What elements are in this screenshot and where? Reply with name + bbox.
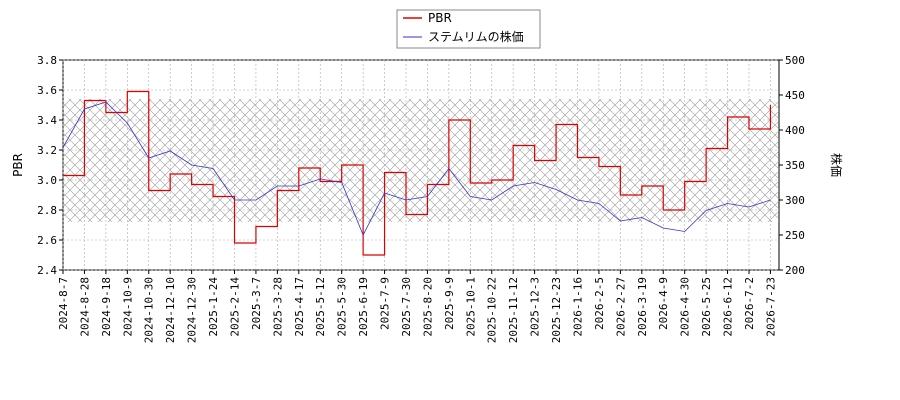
legend-label-pbr: PBR (428, 11, 452, 25)
legend-box (396, 9, 541, 49)
y-right-axis-title: 株価 (829, 153, 844, 177)
x-tick-label: 2025-2-14 (228, 277, 241, 337)
y-left-tick-label: 2.4 (37, 264, 57, 277)
x-tick-label: 2024-9-18 (100, 277, 113, 337)
x-tick-label: 2026-5-25 (700, 277, 713, 337)
legend: PBR ステムリムの株価 (396, 9, 541, 49)
x-tick-label: 2025-7-30 (400, 277, 413, 337)
x-tick-label: 2025-10-1 (464, 277, 477, 337)
y-left-tick-label: 3.2 (37, 144, 57, 157)
y-left-tick-label: 3.8 (37, 54, 57, 67)
x-tick-label: 2025-10-22 (486, 277, 499, 343)
x-tick-label: 2025-12-3 (529, 277, 542, 337)
x-tick-label: 2026-2-27 (614, 277, 627, 337)
y-right-tick-label: 250 (785, 229, 805, 242)
x-tick-label: 2024-12-30 (186, 277, 199, 343)
y-left-tick-label: 2.6 (37, 234, 57, 247)
x-tick-label: 2025-7-9 (379, 277, 392, 330)
x-tick-label: 2026-3-19 (636, 277, 649, 337)
y-left-axis-title: PBR (11, 153, 25, 177)
series-line-pbr (63, 90, 772, 256)
x-tick-label: 2024-8-7 (57, 277, 70, 330)
x-tick-label: 2024-12-10 (164, 277, 177, 343)
x-tick-label: 2026-7-23 (764, 277, 777, 337)
x-tick-label: 2026-1-16 (571, 277, 584, 337)
x-tick-label: 2025-9-9 (443, 277, 456, 330)
x-tick-label: 2025-5-12 (314, 277, 327, 337)
y-right-tick-label: 350 (785, 159, 805, 172)
x-tick-label: 2025-3-28 (271, 277, 284, 337)
x-tick-label: 2025-12-23 (550, 277, 563, 343)
y-right-tick-label: 200 (785, 264, 805, 277)
series-layer (63, 90, 772, 256)
x-tick-label: 2025-4-17 (293, 277, 306, 337)
x-tick-label: 2025-5-30 (336, 277, 349, 337)
x-tick-label: 2026-6-12 (722, 277, 735, 337)
x-tick-label: 2024-10-9 (121, 277, 134, 337)
x-tick-label: 2025-1-24 (207, 277, 220, 337)
y-left-tick-label: 3.4 (37, 114, 57, 127)
hatched-band (63, 99, 779, 222)
x-tick-label: 2024-10-30 (143, 277, 156, 343)
y-right-tick-label: 500 (785, 54, 805, 67)
x-tick-label: 2024-8-28 (78, 277, 91, 337)
x-tick-label: 2026-7-2 (743, 277, 756, 330)
x-tick-label: 2026-4-30 (679, 277, 692, 337)
x-tick-label: 2025-6-19 (357, 277, 370, 337)
axis-layer: 2024-8-7 2024-8-28 2024-9-18 2024-10-9 2024-… (37, 54, 805, 343)
series-line-stock-price (63, 101, 771, 236)
x-tick-label: 2026-2-5 (593, 277, 606, 330)
y-left-tick-label: 2.8 (37, 204, 57, 217)
y-right-tick-label: 400 (785, 124, 805, 137)
legend-label-stock: ステムリムの株価 (428, 29, 524, 44)
x-tick-label: 2025-11-12 (507, 277, 520, 343)
y-left-tick-label: 3.0 (37, 174, 57, 187)
x-tick-label: 2026-4-9 (657, 277, 670, 330)
x-tick-label: 2025-3-7 (250, 277, 263, 330)
y-left-tick-label: 3.6 (37, 84, 57, 97)
x-tick-label: 2025-8-20 (421, 277, 434, 337)
y-right-tick-label: 450 (785, 89, 805, 102)
y-right-tick-label: 300 (785, 194, 805, 207)
